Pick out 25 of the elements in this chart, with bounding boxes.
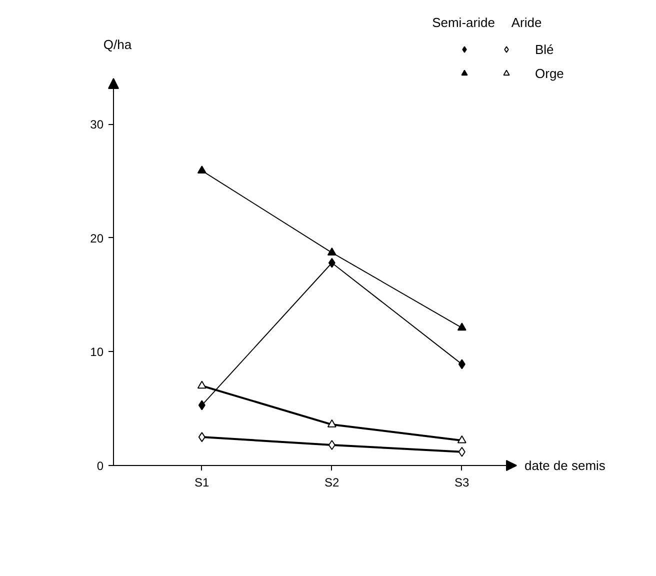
legend-label: Orge: [535, 64, 564, 82]
point: [198, 400, 206, 410]
point: [458, 446, 466, 457]
y-axis-title: Q/ha: [103, 37, 132, 52]
text: Semi-aride: [432, 15, 495, 30]
x-tick-label: S1: [194, 476, 210, 490]
legend-label: Blé: [535, 40, 554, 58]
point: [458, 359, 466, 370]
text: Aride: [511, 15, 542, 30]
point: [197, 166, 206, 174]
point: [457, 322, 466, 331]
point: [198, 432, 206, 442]
x-axis-title: date de semis: [524, 458, 606, 473]
point: [457, 435, 466, 444]
y-tick-label: 20: [90, 231, 104, 246]
point: [327, 419, 336, 428]
x-tick-label: S2: [324, 476, 340, 490]
x-tick-label: S3: [454, 476, 470, 490]
point: [328, 258, 336, 268]
y-tick-label: 30: [90, 118, 104, 132]
point: [328, 440, 336, 450]
point: [327, 248, 336, 256]
point: [197, 380, 206, 389]
y-tick-label: 10: [90, 345, 104, 360]
y-tick-label: 0: [96, 459, 104, 473]
